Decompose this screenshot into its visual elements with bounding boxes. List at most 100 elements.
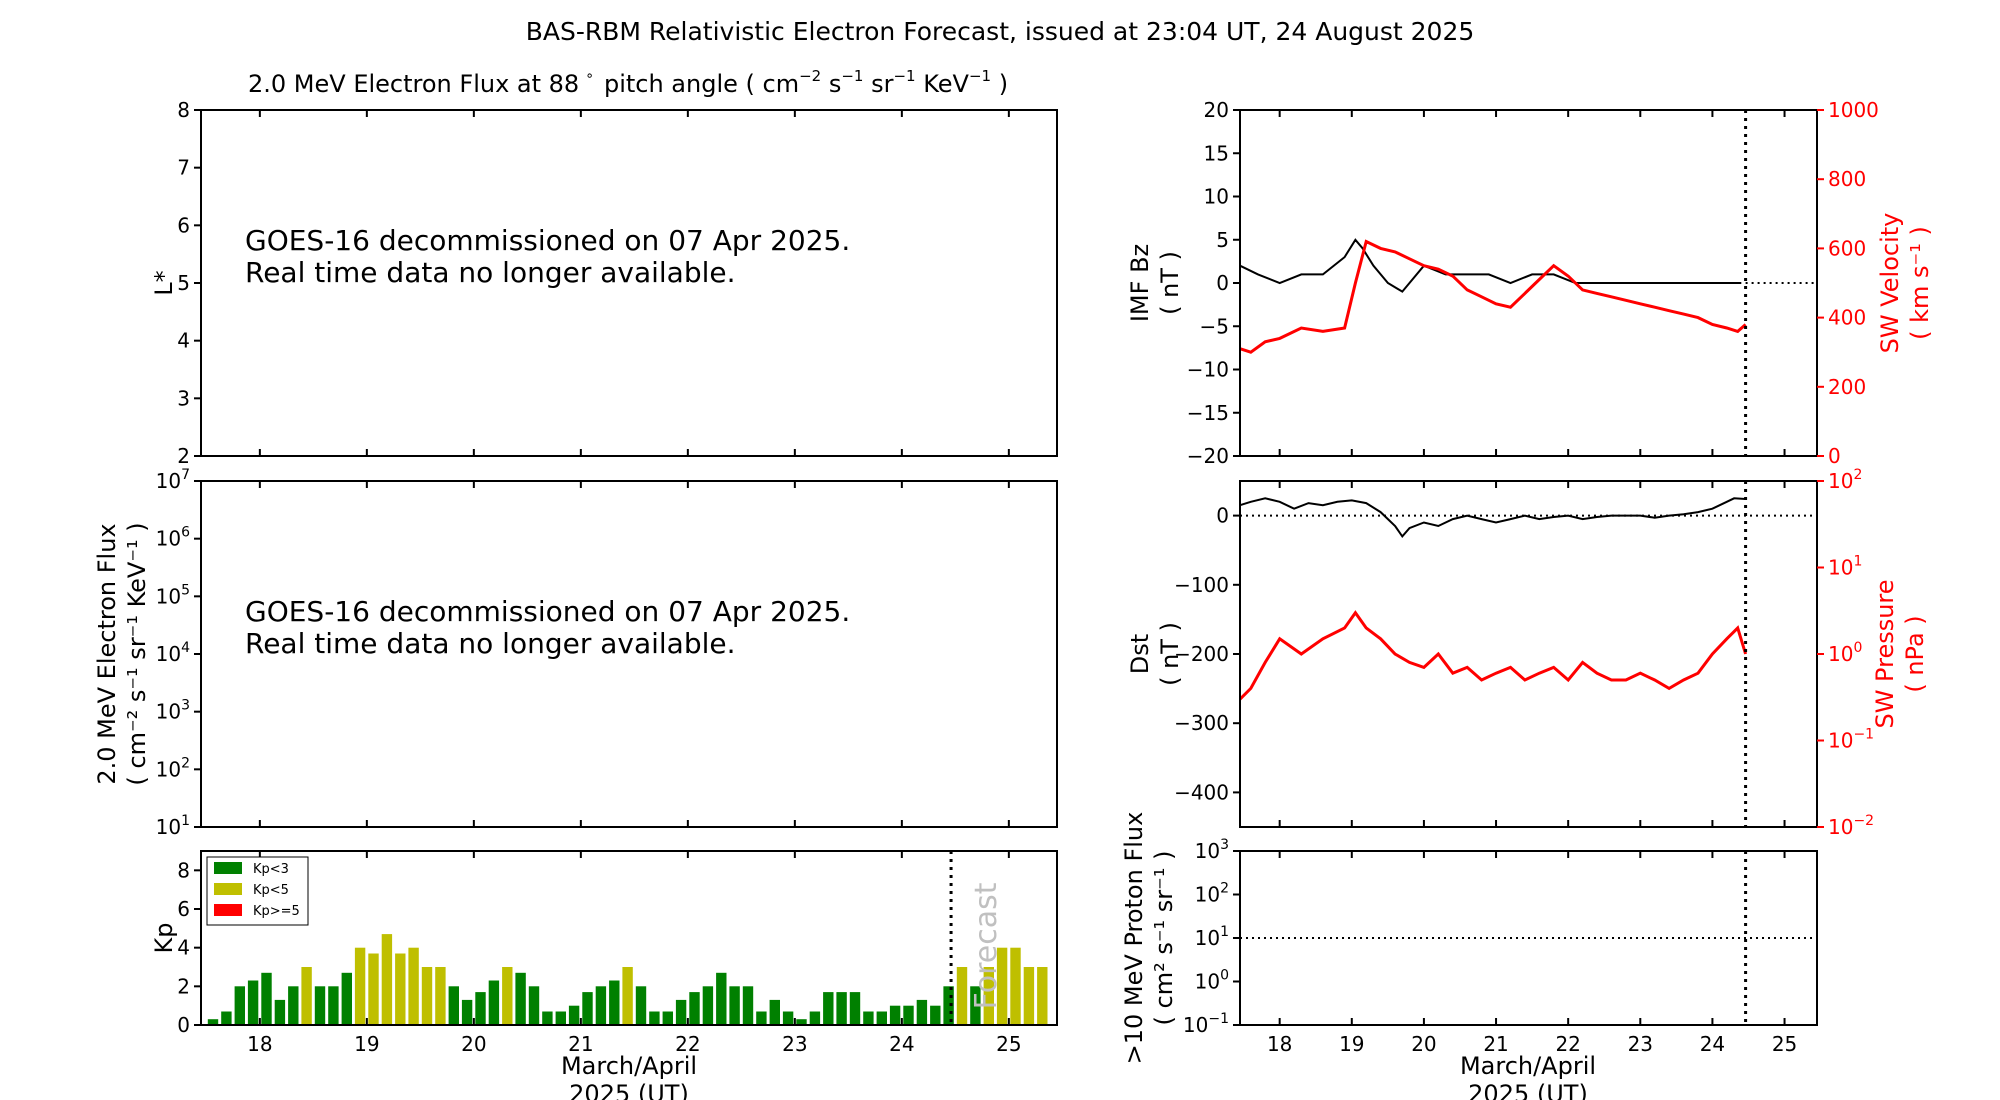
kp-bar [435,967,446,1025]
kp-bar [568,1005,580,1025]
kp-bar [609,980,620,1025]
imf-bz-line [1239,238,1742,293]
kp-y-tick-label: 2 [177,974,190,998]
kp-bar [796,1019,807,1025]
kp-bar [234,986,245,1025]
kp-bar [689,992,700,1025]
kp-bar [943,986,954,1025]
sw-pressure-y-tick-label: 100 [1828,640,1862,666]
lstar-y-tick-label: 3 [177,386,190,410]
x-tick-label: 19 [354,1032,379,1056]
lstar-message-line1: GOES-16 decommissioned on 07 Apr 2025. [245,224,850,257]
flux-y-ticks: 101 102 103 104 105 106 107 [156,467,201,839]
sw-pressure-y-tick-label: 102 [1828,467,1862,493]
x-tick-label: 21 [1483,1032,1508,1056]
flux-y-tick-label: 106 [156,525,190,551]
proton-y-tick-label: 103 [1195,837,1229,863]
lstar-y-tick-label: 2 [177,444,190,468]
lstar-y-ticks: 2 3 4 5 6 7 8 [177,98,201,468]
x-tick-label: 19 [1339,1032,1364,1056]
x-tick-label: 23 [1628,1032,1653,1056]
x-tick-label: 18 [247,1032,272,1056]
kp-xlabel-line2: 2025 (UT) [569,1080,689,1100]
flux-y-tick-label: 104 [156,640,190,666]
kp-legend-label-low: Kp<3 [253,862,289,877]
dst-y-tick-label: −300 [1174,711,1229,735]
kp-axes [200,850,1058,1026]
kp-bar [368,953,379,1025]
proton-ylabel: >10 MeV Proton Flux [1120,812,1148,1065]
kp-bar [381,934,393,1025]
kp-y-tick-label: 4 [177,936,190,960]
lstar-title: 2.0 MeV Electron Flux at 88 ∘ pitch angle … [248,67,1008,98]
flux-x-ticks [258,481,1010,827]
kp-bar [354,947,366,1025]
kp-legend-swatch-high [214,904,242,916]
lstar-ylabel: L* [150,270,178,295]
imf-y-tick-label: 20 [1204,98,1229,122]
kp-bar [1010,947,1021,1025]
sw-pressure-y-tick-label: 10−2 [1828,813,1874,839]
kp-bar [836,992,847,1025]
kp-bar [849,992,861,1025]
kp-bar [595,986,607,1025]
kp-bar [916,999,928,1025]
kp-bar [996,947,1008,1025]
lstar-y-tick-label: 8 [177,98,190,122]
dst-ylabel: Dst [1126,634,1154,674]
kp-bar [1037,967,1048,1025]
kp-bar [448,986,459,1025]
kp-bar [221,1011,232,1025]
kp-legend-label-mid: Kp<5 [253,883,289,898]
kp-bar [421,967,433,1025]
kp-bar [903,1005,914,1025]
dst-y-tick-label: −200 [1174,642,1229,666]
kp-bar [555,1011,566,1025]
lstar-y-tick-label: 5 [177,271,190,295]
sw-velocity-y-tick-label: 400 [1828,306,1866,330]
imf-x-ticks [1278,110,1786,456]
sw-velocity-ylabel: SW Velocity [1876,213,1904,354]
kp-bar [301,967,312,1025]
imf-y-tick-label: −10 [1187,358,1229,382]
x-tick-label: 25 [996,1032,1021,1056]
kp-bar [635,986,647,1025]
kp-bar [782,1011,794,1025]
lstar-y-tick-label: 4 [177,329,190,353]
x-tick-label: 22 [675,1032,700,1056]
proton-x-ticks: 18 19 20 21 22 23 24 25 [1267,851,1797,1056]
lstar-x-ticks [258,110,1010,456]
flux-y-tick-label: 102 [156,755,190,781]
dst-y-tick-label: −100 [1174,573,1229,597]
kp-bars [207,934,1048,1025]
kp-bar [716,972,727,1025]
dst-y-tick-label: 0 [1216,504,1229,528]
proton-y-tick-label: 101 [1195,924,1229,950]
kp-bar [622,967,633,1025]
sw-pressure-ylabel: SW Pressure [1871,579,1899,728]
kp-bar [662,1011,673,1025]
kp-bar [649,1011,660,1025]
sw-velocity-line [1239,239,1747,354]
kp-bar [502,967,513,1025]
kp-bar [395,953,406,1025]
flux-ylabel-units: ( cm⁻² s⁻¹ sr⁻¹ KeV⁻¹ ) [123,522,151,785]
kp-bar [542,1011,553,1025]
dst-x-ticks [1278,481,1786,827]
sw-velocity-y-ticks: 0 200 400 600 800 1000 [1817,98,1879,468]
imf-y-tick-label: 5 [1216,228,1229,252]
proton-xlabel-line2: 2025 (UT) [1468,1080,1588,1100]
imf-y-tick-label: 15 [1204,141,1229,165]
kp-bar [809,1011,821,1025]
sw-pressure-y-tick-label: 10−1 [1828,727,1874,753]
kp-bar [930,1005,941,1025]
flux-panel: 101 102 103 104 105 106 107 2.0 MeV Electron F… [93,467,1058,839]
x-tick-label: 18 [1267,1032,1292,1056]
proton-xlabel-line1: March/April [1460,1052,1596,1080]
kp-bar [314,986,326,1025]
sw-velocity-y-tick-label: 1000 [1828,98,1879,122]
x-tick-label: 20 [1411,1032,1436,1056]
imf-y-tick-label: −15 [1187,401,1229,425]
x-tick-label: 25 [1772,1032,1797,1056]
